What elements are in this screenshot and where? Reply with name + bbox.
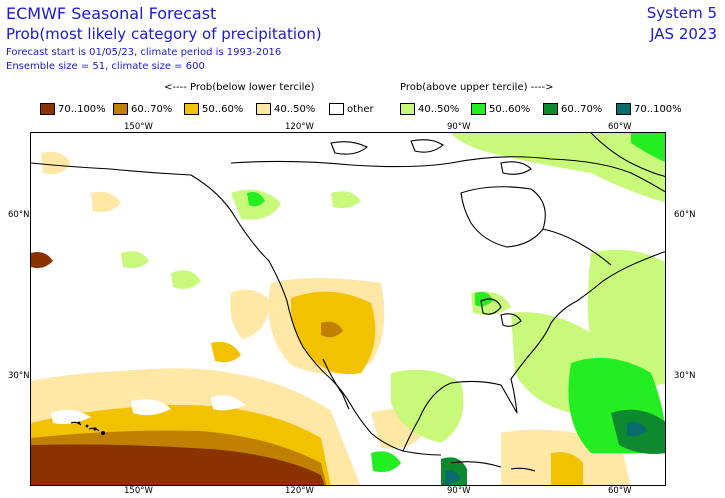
- lat-tick-right: 30°N: [674, 371, 696, 381]
- legend-swatch: [184, 103, 199, 115]
- legend-label: 50..60%: [202, 103, 244, 115]
- lon-tick-bottom: 120°W: [285, 486, 314, 496]
- hawaii-islands: [77, 421, 105, 435]
- season-label: JAS 2023: [650, 25, 717, 43]
- lon-tick-bottom: 60°W: [608, 486, 632, 496]
- lat-tick-left: 30°N: [8, 371, 30, 381]
- system-label: System 5: [646, 4, 717, 22]
- legend-label: 70..100%: [634, 103, 682, 115]
- region-above-70-100: [445, 422, 647, 485]
- page-subtitle: Prob(most likely category of precipitati…: [6, 25, 322, 43]
- forecast-start-info: Forecast start is 01/05/23, climate peri…: [6, 47, 282, 58]
- legend-swatch: [113, 103, 128, 115]
- legend-below-header: <---- Prob(below lower tercile): [164, 82, 315, 93]
- lon-tick-top: 60°W: [608, 122, 632, 132]
- lon-tick-top: 120°W: [285, 122, 314, 132]
- region-below-70-100: [31, 252, 325, 485]
- legend-swatch: [329, 103, 344, 115]
- precipitation-map: [30, 132, 666, 486]
- legend-item-below-40-50: 40..50%: [256, 103, 315, 115]
- legend-label: 40..50%: [418, 103, 460, 115]
- lon-tick-top: 150°W: [124, 122, 153, 132]
- legend-item-above-70-100: 70..100%: [616, 103, 682, 115]
- legend-swatch: [40, 103, 55, 115]
- lon-tick-bottom: 150°W: [124, 486, 153, 496]
- legend-item-above-50-60: 50..60%: [471, 103, 530, 115]
- legend-item-above-60-70: 60..70%: [543, 103, 602, 115]
- legend-swatch: [256, 103, 271, 115]
- lon-tick-bottom: 90°W: [447, 486, 471, 496]
- legend-label: other: [347, 103, 374, 115]
- legend-item-below-50-60: 50..60%: [184, 103, 243, 115]
- legend-item-below-70-100: 70..100%: [40, 103, 106, 115]
- legend-swatch: [543, 103, 558, 115]
- lat-tick-left: 60°N: [8, 210, 30, 220]
- legend-swatch: [616, 103, 631, 115]
- legend-label: 70..100%: [58, 103, 106, 115]
- coastlines: [31, 133, 665, 472]
- legend-item-below-60-70: 60..70%: [113, 103, 172, 115]
- legend-item-other: other: [329, 103, 374, 115]
- legend-above-header: Prob(above upper tercile) ---->: [400, 82, 554, 93]
- legend-swatch: [471, 103, 486, 115]
- legend-swatch: [400, 103, 415, 115]
- page-title: ECMWF Seasonal Forecast: [6, 4, 217, 23]
- lon-tick-top: 90°W: [447, 122, 471, 132]
- legend-item-above-40-50: 40..50%: [400, 103, 459, 115]
- legend-label: 60..70%: [561, 103, 603, 115]
- map-canvas: [31, 133, 665, 485]
- legend-label: 50..60%: [489, 103, 531, 115]
- ensemble-size-info: Ensemble size = 51, climate size = 600: [6, 61, 205, 72]
- legend-label: 60..70%: [131, 103, 173, 115]
- region-other-gaps: [51, 395, 245, 425]
- lat-tick-right: 60°N: [674, 210, 696, 220]
- legend-label: 40..50%: [274, 103, 316, 115]
